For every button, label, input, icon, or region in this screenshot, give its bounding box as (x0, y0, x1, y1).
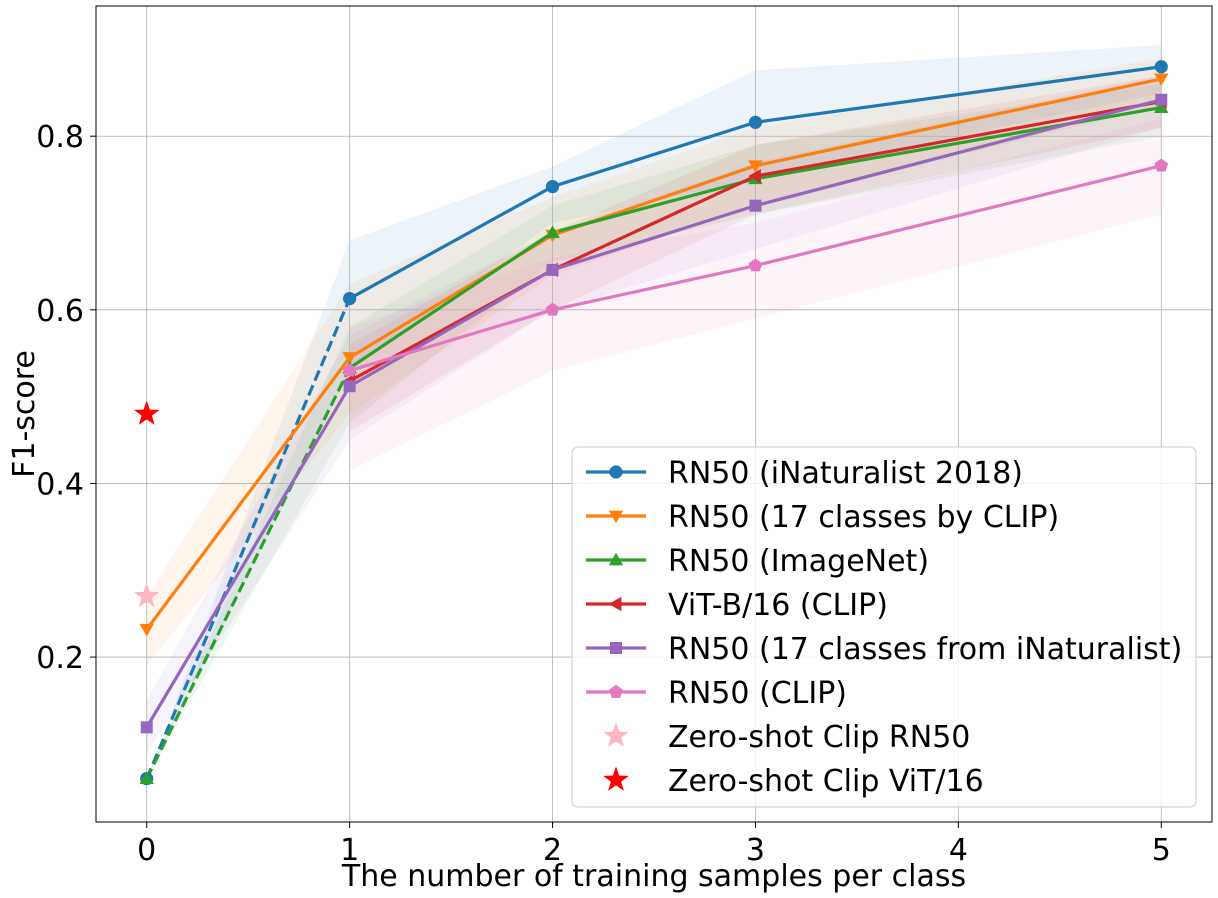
data-point-1-0 (139, 623, 154, 637)
data-point-0-2 (545, 179, 560, 194)
legend-entry-label: RN50 (ImageNet) (668, 544, 929, 579)
data-point-1-4 (1154, 73, 1169, 87)
legend-marker-6 (603, 722, 629, 747)
y-axis-ticks: 0.2 0.4 0.6 0.8 (36, 120, 96, 676)
x-axis-ticks: 0 1 2 3 4 5 (137, 822, 1171, 868)
data-point-5-1 (545, 302, 560, 316)
series-line-5 (349, 164, 1162, 373)
legend-marker-3 (608, 596, 622, 612)
data-point-4-0 (140, 721, 153, 734)
zero-shot-point-0 (133, 582, 160, 608)
legend-marker-0 (609, 465, 623, 479)
data-point-5-0 (342, 363, 357, 377)
y-tick-label: 0.8 (36, 120, 84, 155)
series-dashed-segment-0 (145, 297, 352, 780)
data-point-0-3 (748, 115, 763, 129)
legend-entry-label: RN50 (17 classes by CLIP) (668, 500, 1059, 535)
data-point-2-2 (545, 225, 560, 238)
confidence-band-0 (146, 45, 1162, 779)
x-tick-label: 3 (746, 833, 765, 868)
data-point-4-1 (343, 380, 356, 393)
x-tick-label: 4 (949, 833, 968, 868)
legend-entry-label: Zero-shot Clip ViT/16 (668, 764, 984, 799)
plot-frame (95, 5, 1213, 823)
legend-marker-7 (603, 766, 629, 791)
legend-entry-label: Zero-shot Clip RN50 (668, 720, 970, 755)
x-axis-label: The number of training samples per class (341, 859, 966, 894)
data-point-4-4 (1155, 93, 1168, 106)
data-point-1-1 (342, 352, 357, 365)
data-point-4-2 (546, 263, 559, 276)
data-point-3-2 (748, 168, 761, 184)
data-point-5-2 (748, 258, 763, 272)
series-dashed-segment-2 (145, 367, 352, 780)
x-tick-label: 5 (1152, 833, 1171, 868)
series-line-3 (348, 99, 1162, 383)
legend-entry-label: RN50 (17 classes from iNaturalist) (668, 632, 1182, 667)
x-tick-label: 0 (137, 833, 156, 868)
legend-marker-1 (608, 510, 624, 524)
x-tick-label: 1 (340, 833, 359, 868)
legend-entry-label: RN50 (iNaturalist 2018) (668, 456, 1023, 491)
series-line-0 (348, 65, 1162, 300)
data-point-2-4 (1154, 100, 1169, 113)
y-tick-label: 0.4 (36, 467, 84, 502)
data-point-4-3 (749, 199, 762, 212)
legend-entry-label: RN50 (CLIP) (668, 676, 847, 711)
data-point-0-1 (343, 291, 357, 306)
data-point-1-3 (748, 160, 763, 173)
legend: RN50 (iNaturalist 2018) RN50 (17 classes … (571, 446, 1197, 808)
zero-shot-point-1 (133, 400, 160, 425)
legend-marker-5 (609, 684, 623, 698)
legend-entry-label: ViT-B/16 (CLIP) (668, 588, 888, 623)
y-tick-label: 0.6 (36, 294, 84, 329)
legend-box (571, 446, 1197, 808)
legend-marker-2 (608, 552, 624, 566)
data-point-5-3 (1154, 158, 1169, 172)
y-tick-label: 0.2 (36, 641, 84, 676)
data-point-0-4 (1154, 60, 1168, 74)
series-line-2 (348, 105, 1162, 370)
series-markers (133, 60, 1169, 786)
x-tick-label: 2 (543, 833, 562, 868)
y-axis-label: F1-score (7, 350, 42, 478)
data-point-2-0 (139, 771, 154, 784)
legend-marker-4 (610, 642, 622, 654)
